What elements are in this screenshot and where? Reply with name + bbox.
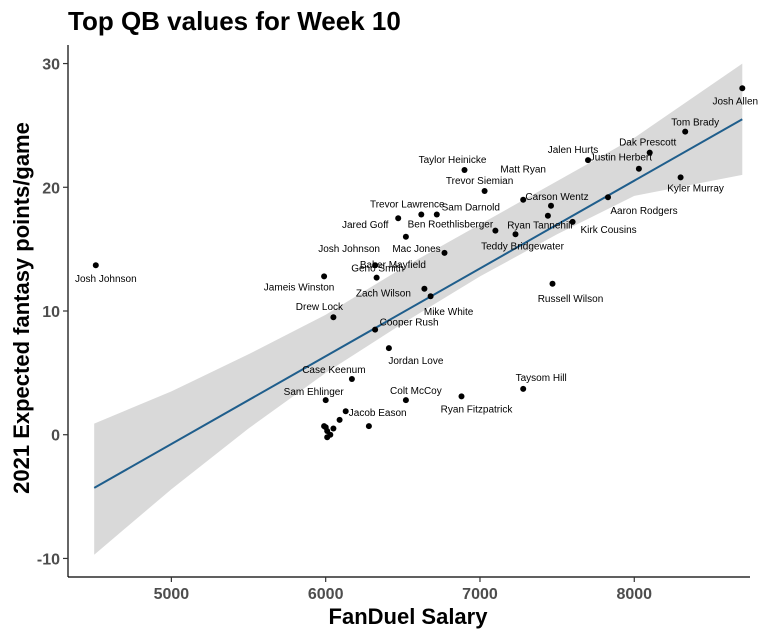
data-point — [569, 218, 576, 225]
plot-area: Josh Allen Tom Brady Dak Prescott Kyler Mur… — [75, 63, 758, 555]
data-point — [372, 262, 379, 269]
data-point — [433, 211, 440, 218]
data-point — [646, 149, 653, 156]
point-label: Ryan Tannehill — [507, 221, 572, 232]
point-label: Drew Lock — [296, 302, 344, 313]
point-label: Taysom Hill — [516, 373, 567, 384]
data-point — [544, 212, 551, 219]
data-point — [605, 194, 611, 201]
point-label: Tom Brady — [671, 118, 719, 129]
point-label: Justin Herbert — [590, 153, 652, 164]
data-point — [365, 423, 372, 430]
x-axis-title: FanDuel Salary — [329, 604, 489, 629]
y-axis-title: 2021 Expected fantasy points/game — [9, 122, 34, 494]
data-point — [585, 157, 591, 164]
point-label: Dak Prescott — [619, 138, 676, 149]
point-label: Jordan Love — [388, 356, 443, 367]
data-point — [512, 231, 519, 238]
point-label: Jalen Hurts — [548, 145, 599, 156]
point-label: Russell Wilson — [538, 294, 604, 305]
point-label: Taylor Heinicke — [419, 155, 487, 166]
point-label: Zach Wilson — [356, 289, 411, 300]
data-point — [548, 202, 554, 209]
data-point — [373, 274, 380, 281]
data-point — [461, 167, 468, 173]
chart-title: Top QB values for Week 10 — [68, 6, 401, 36]
data-point — [520, 385, 527, 392]
point-label: Kirk Cousins — [581, 225, 637, 236]
point-label: Matt Ryan — [500, 165, 546, 176]
point-label: Carson Wentz — [525, 192, 588, 203]
data-point — [395, 215, 402, 222]
data-point — [549, 280, 556, 287]
data-point — [385, 345, 392, 352]
point-label: Aaron Rodgers — [610, 206, 677, 217]
data-point — [324, 434, 331, 441]
point-label: Cooper Rush — [380, 318, 439, 329]
point-label: Teddy Bridgewater — [481, 241, 564, 252]
point-label: Baker Mayfield — [360, 260, 426, 271]
point-label: Josh Johnson — [318, 244, 380, 255]
data-point — [492, 227, 499, 234]
data-point — [330, 425, 337, 432]
data-point — [682, 128, 689, 135]
data-point — [402, 233, 409, 240]
data-point — [427, 293, 434, 300]
point-label: Trevor Siemian — [446, 176, 513, 187]
point-label: Ryan Fitzpatrick — [441, 404, 514, 415]
point-label: Jacob Eason — [349, 408, 407, 419]
point-label: Ben Roethlisberger — [408, 220, 494, 231]
point-label: Josh Johnson — [75, 274, 137, 285]
data-point — [322, 397, 329, 404]
data-point — [458, 393, 465, 400]
data-point — [336, 416, 343, 423]
point-label: Sam Darnold — [442, 203, 500, 214]
data-point — [441, 249, 448, 256]
point-label: Case Keenum — [302, 365, 365, 376]
x-tick-label: 5000 — [154, 586, 190, 603]
data-point — [92, 262, 99, 269]
data-point — [322, 424, 329, 431]
x-tick-label: 6000 — [308, 586, 344, 603]
data-point — [520, 196, 527, 203]
x-tick-label: 8000 — [616, 586, 652, 603]
confidence-band — [94, 63, 743, 555]
point-label: Colt McCoy — [390, 386, 442, 397]
point-label: Mike White — [424, 307, 474, 318]
data-point — [342, 408, 349, 415]
data-point — [635, 165, 642, 172]
data-point — [372, 326, 379, 333]
data-point — [330, 314, 337, 321]
point-label: Kyler Murray — [667, 183, 724, 194]
data-point — [421, 285, 428, 292]
y-tick-label: 0 — [51, 428, 60, 445]
y-tick-label: 20 — [42, 180, 60, 197]
data-point — [348, 376, 355, 382]
y-tick-label: 10 — [42, 304, 60, 321]
data-point — [481, 188, 488, 194]
point-label: Sam Ehlinger — [284, 387, 345, 398]
axes: 5000 6000 7000 8000 -10 0 10 20 30 — [37, 45, 750, 603]
data-point — [418, 211, 425, 218]
y-tick-label: 30 — [42, 57, 60, 74]
trend-line — [93, 118, 743, 489]
point-label: Trevor Lawrence — [370, 200, 445, 211]
data-point — [402, 397, 409, 404]
point-label: Josh Allen — [713, 96, 758, 107]
data-point — [739, 85, 746, 92]
point-label: Geno Smith — [351, 264, 404, 275]
point-label: Jameis Winston — [264, 282, 335, 293]
point-label: Jared Goff — [342, 220, 389, 231]
x-tick-label: 7000 — [462, 586, 498, 603]
point-label: Mac Jones — [392, 244, 440, 255]
data-point — [677, 174, 684, 181]
y-tick-label: -10 — [37, 551, 60, 568]
data-point — [321, 273, 328, 280]
